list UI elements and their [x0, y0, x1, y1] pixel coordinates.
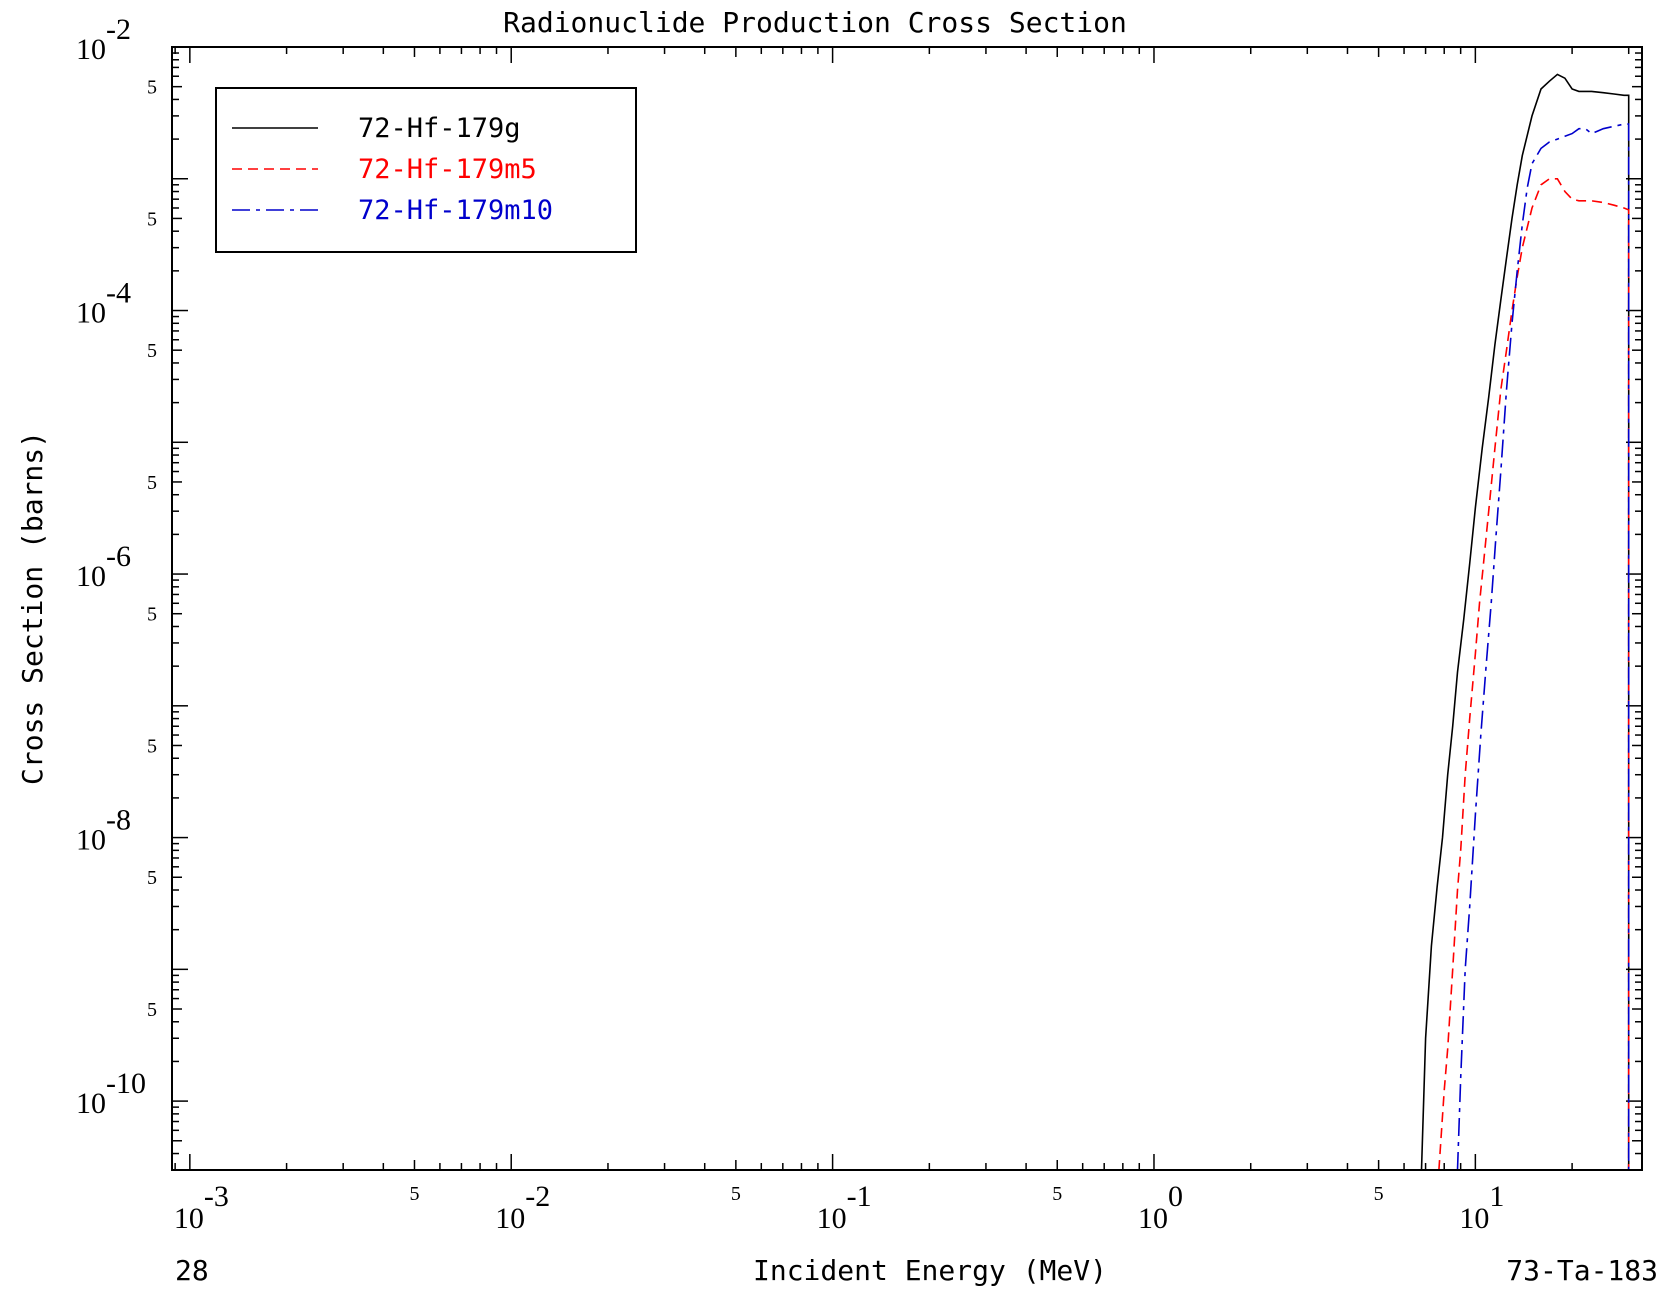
- y-tick-exponent: -8: [106, 804, 131, 837]
- y-major-tick-label: 10-4: [76, 277, 131, 330]
- x-tick-base: 10: [174, 1202, 204, 1235]
- y-tick-exponent: -2: [106, 13, 131, 46]
- y-minor-tick-label: 5: [147, 867, 157, 889]
- x-tick-base: 10: [1459, 1202, 1489, 1235]
- x-major-tick-label: 10-2: [495, 1180, 550, 1235]
- series-line-2: [1456, 123, 1630, 1170]
- y-minor-tick-label: 5: [147, 735, 157, 757]
- axis-ticks: [172, 46, 1642, 1171]
- x-minor-tick-label: 5: [731, 1183, 741, 1205]
- footer-right-label: 73-Ta-183: [1506, 1254, 1658, 1287]
- plot-frame: [171, 46, 1643, 1171]
- footer-left-label: 28: [175, 1254, 209, 1287]
- x-tick-base: 10: [817, 1202, 847, 1235]
- x-tick-exponent: -2: [525, 1180, 550, 1213]
- y-major-tick-label: 10-6: [76, 540, 131, 593]
- chart-title: Radionuclide Production Cross Section: [503, 6, 1127, 39]
- x-tick-base: 10: [495, 1202, 525, 1235]
- x-minor-tick-label: 5: [409, 1183, 419, 1205]
- x-axis-label: Incident Energy (MeV): [753, 1254, 1107, 1287]
- x-tick-base: 10: [1138, 1202, 1168, 1235]
- y-tick-base: 10: [76, 297, 106, 330]
- y-tick-exponent: -10: [106, 1067, 146, 1100]
- y-minor-tick-label: 5: [147, 340, 157, 362]
- x-tick-exponent: -3: [204, 1180, 229, 1213]
- legend-entry-label: 72-Hf-179m5: [358, 154, 537, 185]
- y-tick-base: 10: [76, 560, 106, 593]
- y-minor-tick-label: 5: [147, 208, 157, 230]
- series-layer: [1420, 73, 1630, 1170]
- x-tick-exponent: 1: [1489, 1180, 1504, 1213]
- y-minor-tick-label: 5: [147, 604, 157, 626]
- x-tick-exponent: -1: [847, 1180, 872, 1213]
- x-major-tick-label: 101: [1459, 1180, 1504, 1235]
- y-minor-tick-label: 5: [147, 472, 157, 494]
- x-major-tick-label: 100: [1138, 1180, 1183, 1235]
- legend-entry-label: 72-Hf-179m10: [358, 195, 553, 226]
- x-major-tick-label: 10-3: [174, 1180, 229, 1235]
- y-minor-tick-label: 5: [147, 999, 157, 1021]
- y-tick-exponent: -6: [106, 540, 131, 573]
- x-major-tick-label: 10-1: [817, 1180, 872, 1235]
- y-major-tick-label: 10-2: [76, 13, 131, 66]
- x-minor-tick-label: 5: [1374, 1183, 1384, 1205]
- legend-entry-label: 72-Hf-179g: [358, 113, 521, 144]
- x-minor-tick-label: 5: [1052, 1183, 1062, 1205]
- legend-box: [215, 87, 637, 253]
- x-tick-exponent: 0: [1168, 1180, 1183, 1213]
- y-minor-tick-label: 5: [147, 77, 157, 99]
- y-major-tick-label: 10-10: [76, 1067, 146, 1120]
- legend: 72-Hf-179g 72-Hf-179m5 72-Hf-179m10: [215, 87, 637, 253]
- y-tick-base: 10: [76, 824, 106, 857]
- y-axis-label: Cross Section (barns): [16, 431, 49, 785]
- y-major-tick-label: 10-8: [76, 804, 131, 857]
- series-line-0: [1420, 73, 1630, 1170]
- y-tick-exponent: -4: [106, 277, 131, 310]
- y-tick-base: 10: [76, 33, 106, 66]
- y-tick-base: 10: [76, 1087, 106, 1120]
